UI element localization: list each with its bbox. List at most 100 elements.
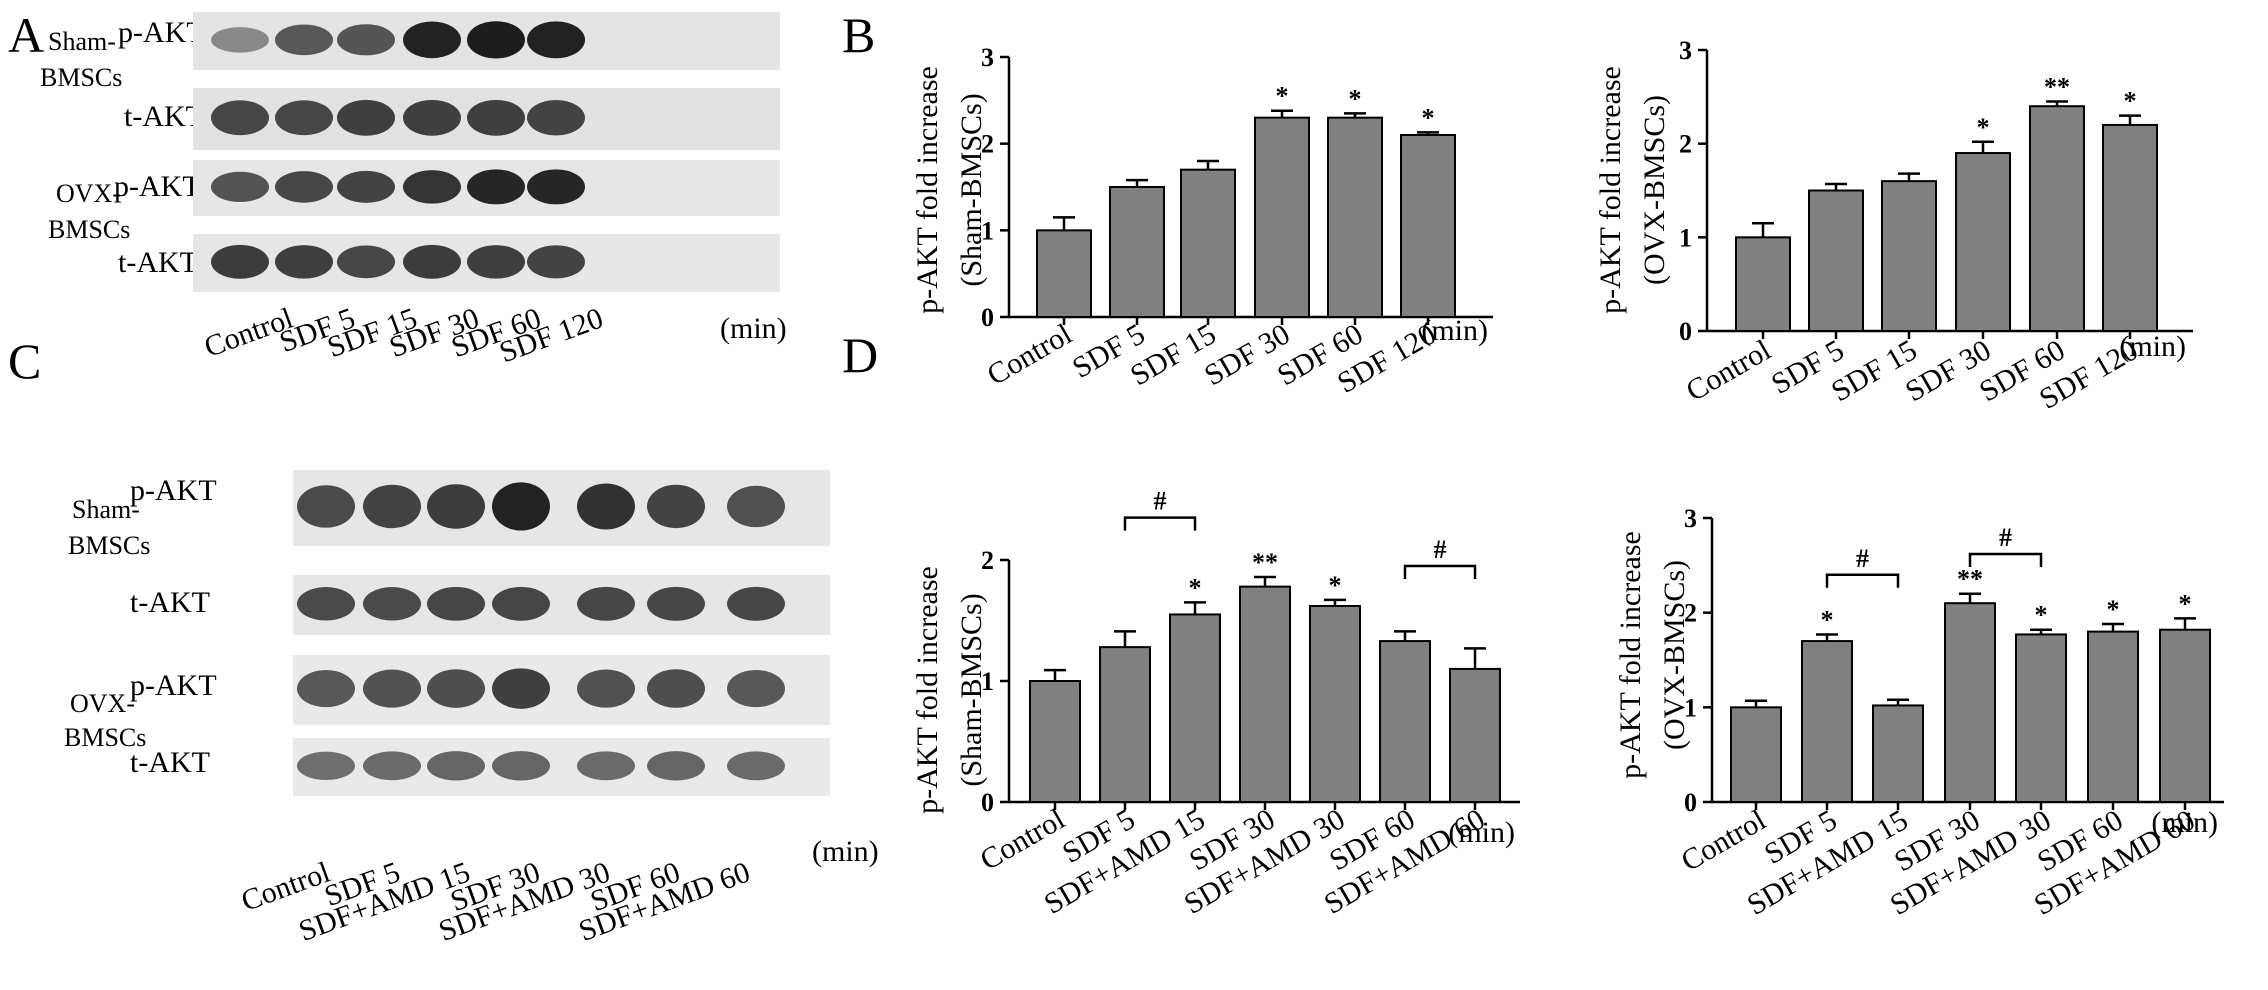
bar — [2102, 123, 2158, 332]
protein-band — [363, 751, 421, 781]
protein-band — [337, 24, 395, 56]
strip-label: p-AKT — [114, 170, 201, 203]
unit-label: (min) — [1421, 314, 1488, 347]
bar — [1180, 168, 1236, 318]
protein-band — [467, 245, 525, 279]
protein-band — [647, 484, 705, 529]
protein-band — [363, 587, 421, 621]
y-axis-title: p-AKT fold increase — [911, 566, 944, 814]
y-axis-title: p-AKT fold increase — [1614, 531, 1647, 779]
panel-letter-a: A — [8, 7, 44, 63]
bar — [1400, 134, 1456, 318]
protein-band — [275, 245, 333, 279]
y-tick-label: 0 — [1684, 788, 1697, 817]
strip-label: p-AKT — [118, 16, 205, 49]
bar — [1881, 180, 1937, 332]
strip-label: p-AKT — [130, 669, 217, 702]
protein-band — [647, 751, 705, 781]
y-tick-label: 0 — [1679, 317, 1692, 346]
y-axis-title: p-AKT fold increase — [911, 66, 944, 314]
y-axis-title: (Sham-BMSCs) — [955, 93, 988, 286]
protein-band — [577, 751, 635, 781]
comparison-bracket — [1123, 516, 1197, 531]
protein-band — [577, 586, 635, 621]
category-label: Control — [982, 317, 1078, 391]
bracket-label: # — [1999, 523, 2012, 552]
protein-band — [403, 170, 461, 204]
strip-label: t-AKT — [124, 100, 204, 133]
protein-band — [577, 483, 635, 530]
western-blot-a: Sham- BMSCs OVX- BMSCs p-AKT t-AKT p-AKT… — [40, 12, 787, 369]
y-tick-label: 3 — [981, 43, 994, 72]
protein-band — [211, 100, 269, 136]
protein-band — [727, 586, 785, 621]
group-label-ovx-line2: BMSCs — [64, 723, 146, 752]
y-tick-label: 0 — [981, 788, 994, 817]
category-label: SDF 15 — [1826, 333, 1923, 408]
protein-band — [211, 27, 269, 53]
bar — [2015, 633, 2067, 803]
group-label-sham-line1: Sham- — [72, 495, 140, 524]
protein-band — [577, 669, 635, 708]
protein-band — [275, 100, 333, 136]
y-tick-label: 2 — [1679, 130, 1692, 159]
unit-label: (min) — [1448, 816, 1515, 849]
protein-band — [427, 484, 485, 529]
strip-label: t-AKT — [130, 746, 210, 779]
protein-band — [427, 751, 485, 781]
significance-mark: * — [1329, 571, 1342, 600]
bar — [1309, 604, 1361, 803]
protein-band — [275, 171, 333, 203]
y-tick-label: 0 — [981, 303, 994, 332]
significance-mark: * — [1821, 605, 1834, 634]
bar — [1239, 585, 1291, 803]
category-label: SDF 30 — [1900, 333, 1997, 408]
bar — [1801, 640, 1853, 803]
group-label-sham-line1: Sham- — [48, 27, 116, 56]
y-tick-label: 2 — [981, 546, 994, 575]
y-tick-label: 2 — [981, 130, 994, 159]
protein-band — [403, 99, 461, 136]
bar — [1099, 646, 1151, 803]
comparison-bracket — [1825, 573, 1900, 588]
protein-band — [727, 485, 785, 528]
y-tick-label: 3 — [1684, 504, 1697, 533]
protein-band — [647, 586, 705, 621]
protein-band — [403, 21, 461, 59]
panel-letter-b: B — [842, 7, 875, 63]
protein-band — [492, 751, 550, 781]
western-blot-c: Sham- BMSCs OVX- BMSCs p-AKT t-AKT p-AKT… — [64, 470, 879, 948]
protein-band — [467, 99, 525, 136]
significance-mark: * — [1977, 113, 1990, 142]
significance-mark: * — [2124, 87, 2137, 116]
protein-band — [467, 21, 525, 59]
group-label-ovx-line1: OVX- — [70, 689, 135, 718]
y-tick-label: 2 — [1684, 599, 1697, 628]
group-label-sham-line2: BMSCs — [40, 63, 122, 92]
protein-band — [527, 169, 585, 205]
significance-mark: ** — [2044, 73, 2070, 102]
bar — [1955, 152, 2011, 332]
protein-band — [527, 100, 585, 136]
significance-mark: ** — [1252, 548, 1278, 577]
unit-label: (min) — [2119, 330, 2186, 363]
comparison-bracket — [1968, 552, 2043, 567]
y-axis-title: (Sham-BMSCs) — [955, 593, 988, 786]
protein-band — [727, 670, 785, 708]
protein-band — [467, 169, 525, 205]
significance-mark: * — [2035, 601, 2048, 630]
bar — [1379, 640, 1431, 803]
y-axis-title: p-AKT fold increase — [1594, 66, 1627, 314]
bar — [1254, 116, 1310, 318]
group-label-ovx-line2: BMSCs — [48, 215, 130, 244]
y-tick-label: 1 — [981, 667, 994, 696]
bar — [1169, 613, 1221, 804]
protein-band — [297, 485, 355, 528]
group-label-sham-line2: BMSCs — [68, 531, 150, 560]
protein-band — [363, 484, 421, 529]
protein-band — [337, 170, 395, 203]
